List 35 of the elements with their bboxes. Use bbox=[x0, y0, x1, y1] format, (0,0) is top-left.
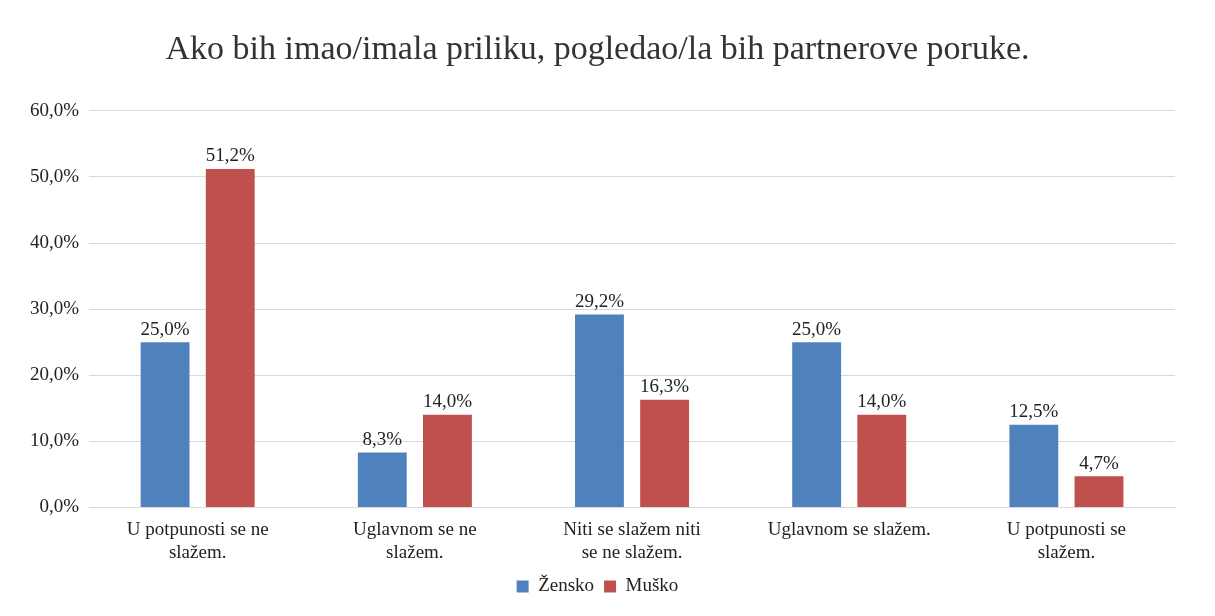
data-label: 25,0% bbox=[140, 317, 190, 339]
data-label: 29,2% bbox=[574, 289, 625, 311]
data-label: 14,0% bbox=[422, 390, 473, 412]
bar bbox=[857, 414, 907, 507]
data-label: 12,5% bbox=[1009, 400, 1059, 422]
x-tick-label: U potpunosti se slažem. bbox=[1006, 517, 1127, 562]
bar bbox=[1074, 476, 1124, 507]
data-label: 14,0% bbox=[857, 390, 907, 412]
x-tick-label: Niti se slažem niti se ne slažem. bbox=[563, 517, 701, 562]
chart-title: Ako bih imao/imala priliku, pogledao/la bih partnerove poruke. bbox=[165, 29, 1030, 67]
bar bbox=[575, 314, 624, 507]
data-label: 8,3% bbox=[362, 428, 403, 450]
bar bbox=[792, 342, 842, 507]
y-tick-label: 20,0% bbox=[30, 363, 80, 385]
x-tick-label: Uglavnom se ne slažem. bbox=[353, 517, 477, 562]
bar bbox=[640, 399, 690, 507]
data-label: 16,3% bbox=[640, 375, 690, 397]
bar bbox=[423, 414, 472, 507]
legend-label: Žensko bbox=[538, 574, 595, 596]
y-tick-label: 50,0% bbox=[30, 164, 80, 186]
bar bbox=[1009, 424, 1059, 507]
data-label: 4,7% bbox=[1079, 451, 1119, 473]
y-tick-label: 40,0% bbox=[30, 230, 80, 252]
y-tick-label: 10,0% bbox=[30, 429, 80, 451]
x-tick-label: Uglavnom se slažem. bbox=[767, 517, 931, 539]
data-label: 51,2% bbox=[205, 144, 255, 166]
data-label: 25,0% bbox=[792, 317, 842, 339]
bar bbox=[357, 452, 407, 507]
y-tick-label: 30,0% bbox=[30, 297, 80, 319]
bar bbox=[140, 342, 190, 507]
y-tick-label: 0,0% bbox=[39, 495, 80, 517]
y-tick-label: 60,0% bbox=[30, 98, 80, 120]
legend-label: Muško bbox=[625, 574, 679, 596]
x-tick-label: U potpunosti se ne slažem. bbox=[126, 517, 269, 562]
bar bbox=[205, 168, 255, 507]
